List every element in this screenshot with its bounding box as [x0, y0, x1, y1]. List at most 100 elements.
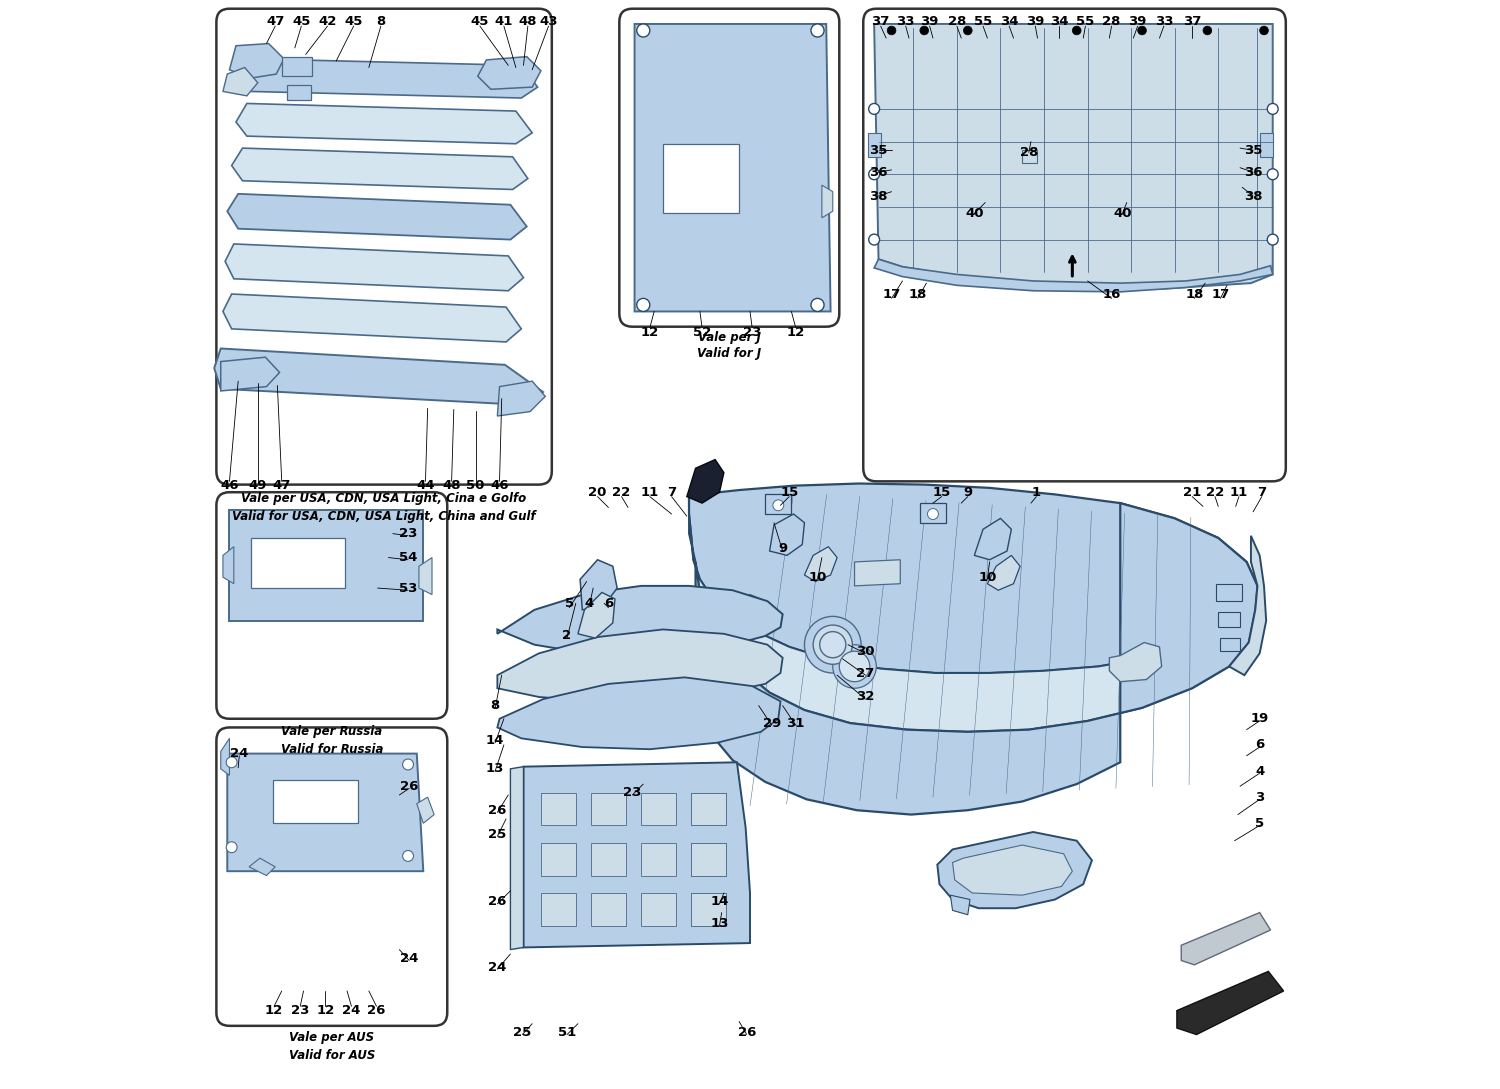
Text: 9: 9 [963, 486, 972, 499]
Polygon shape [477, 57, 542, 89]
Circle shape [1268, 234, 1278, 245]
Text: 10: 10 [808, 571, 826, 584]
Polygon shape [770, 514, 804, 555]
Polygon shape [1023, 150, 1038, 163]
Polygon shape [987, 555, 1020, 590]
Text: 9: 9 [778, 542, 788, 555]
Polygon shape [693, 503, 1257, 815]
Text: 50: 50 [466, 479, 484, 492]
Polygon shape [1178, 971, 1284, 1035]
Polygon shape [692, 793, 726, 825]
Text: 46: 46 [490, 479, 508, 492]
Circle shape [868, 103, 879, 114]
Text: 24: 24 [230, 747, 249, 760]
Polygon shape [419, 558, 432, 595]
Polygon shape [855, 560, 900, 586]
Polygon shape [286, 85, 310, 100]
Text: 25: 25 [488, 828, 507, 841]
FancyBboxPatch shape [216, 727, 447, 1026]
Polygon shape [591, 843, 626, 876]
Text: 13: 13 [711, 917, 729, 930]
Polygon shape [920, 503, 946, 523]
Text: 10: 10 [978, 571, 996, 584]
Text: 19: 19 [1251, 712, 1269, 725]
Text: 12: 12 [266, 1004, 284, 1017]
Polygon shape [578, 592, 615, 638]
Text: 26: 26 [400, 780, 418, 793]
Polygon shape [867, 133, 880, 157]
Polygon shape [542, 893, 576, 926]
Text: 3: 3 [1256, 791, 1264, 804]
Text: 24: 24 [488, 960, 507, 974]
Circle shape [804, 616, 861, 673]
Polygon shape [498, 677, 780, 749]
Text: 26: 26 [488, 895, 507, 908]
Polygon shape [1228, 536, 1266, 675]
Text: 6: 6 [1256, 738, 1264, 751]
Text: 18: 18 [909, 287, 927, 301]
Circle shape [840, 651, 870, 682]
Text: 4: 4 [584, 597, 594, 610]
Circle shape [1268, 103, 1278, 114]
Text: 12: 12 [640, 326, 658, 339]
Text: Valid for J: Valid for J [698, 347, 762, 360]
Polygon shape [230, 510, 423, 621]
Text: 5: 5 [1256, 817, 1264, 830]
Text: 16: 16 [1102, 287, 1120, 301]
Text: 12: 12 [316, 1004, 334, 1017]
Polygon shape [692, 893, 726, 926]
Text: Valid for AUS: Valid for AUS [288, 1049, 375, 1062]
Circle shape [402, 759, 414, 770]
Circle shape [636, 24, 650, 37]
Circle shape [1203, 26, 1212, 35]
Circle shape [1260, 26, 1269, 35]
Text: 52: 52 [693, 326, 711, 339]
Polygon shape [1216, 584, 1242, 601]
Text: 23: 23 [742, 326, 762, 339]
Text: 42: 42 [318, 15, 336, 28]
Polygon shape [249, 858, 274, 876]
Text: 8: 8 [490, 699, 500, 712]
Text: 35: 35 [870, 144, 888, 157]
FancyBboxPatch shape [216, 492, 447, 719]
Polygon shape [640, 843, 676, 876]
Text: 24: 24 [342, 1004, 360, 1017]
Text: 37: 37 [1184, 15, 1202, 28]
Text: 28: 28 [1102, 15, 1120, 28]
Text: 5: 5 [564, 597, 574, 610]
Circle shape [226, 757, 237, 768]
Polygon shape [228, 194, 526, 240]
Circle shape [813, 625, 852, 664]
Text: 40: 40 [964, 207, 984, 220]
Polygon shape [591, 793, 626, 825]
Polygon shape [692, 843, 726, 876]
Polygon shape [224, 547, 234, 584]
Circle shape [812, 24, 824, 37]
Text: 34: 34 [1000, 15, 1018, 28]
Circle shape [226, 842, 237, 853]
Text: 24: 24 [400, 952, 418, 965]
Text: 41: 41 [495, 15, 513, 28]
Text: 1: 1 [1032, 486, 1041, 499]
Circle shape [868, 234, 879, 245]
Circle shape [812, 298, 824, 311]
Text: 54: 54 [399, 551, 417, 564]
Text: 48: 48 [519, 15, 537, 28]
Text: 39: 39 [921, 15, 939, 28]
Text: 53: 53 [399, 582, 417, 595]
Text: 17: 17 [882, 287, 900, 301]
Text: Valid for Russia: Valid for Russia [280, 743, 382, 756]
Text: 23: 23 [622, 786, 642, 799]
FancyBboxPatch shape [216, 9, 552, 485]
Text: 15: 15 [780, 486, 798, 499]
Text: 44: 44 [416, 479, 435, 492]
Polygon shape [634, 24, 831, 311]
Polygon shape [542, 843, 576, 876]
FancyBboxPatch shape [620, 9, 840, 327]
Text: 45: 45 [345, 15, 363, 28]
FancyBboxPatch shape [864, 9, 1286, 481]
Text: 55: 55 [1077, 15, 1095, 28]
Text: 6: 6 [604, 597, 613, 610]
Text: 48: 48 [442, 479, 460, 492]
Text: 45: 45 [292, 15, 310, 28]
